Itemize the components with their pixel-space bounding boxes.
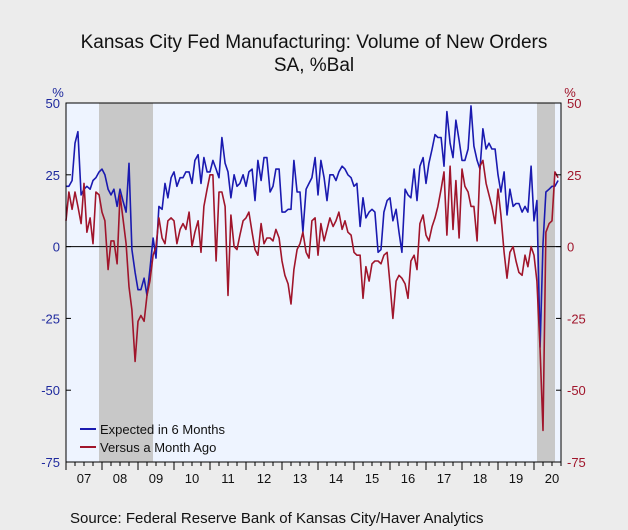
y-tick-label-right: -75	[567, 455, 586, 470]
series-lines	[65, 105, 559, 432]
x-tick-label: 15	[365, 471, 379, 486]
right-axis-unit-label: %	[564, 85, 576, 100]
x-tick-label: 12	[257, 471, 271, 486]
x-tick-label: 13	[293, 471, 307, 486]
x-tick-label: 17	[437, 471, 451, 486]
x-tick-label: 18	[473, 471, 487, 486]
y-tick-label-left: 25	[46, 168, 60, 183]
x-tick-label: 09	[149, 471, 163, 486]
x-tick-label: 10	[185, 471, 199, 486]
x-tick-label: 16	[401, 471, 415, 486]
y-tick-label-left: -75	[41, 455, 60, 470]
plot-frame	[65, 102, 562, 463]
y-tick-label-right: -50	[567, 383, 586, 398]
y-tick-label-right: -25	[567, 311, 586, 326]
legend-label: Versus a Month Ago	[100, 440, 216, 455]
x-tick-label: 08	[113, 471, 127, 486]
recession-band	[536, 103, 555, 462]
y-tick-label-left: 0	[53, 240, 60, 255]
recession-bands	[99, 103, 555, 462]
y-tick-label-right: 50	[567, 96, 581, 111]
x-tick-label: 20	[545, 471, 559, 486]
y-tick-label-right: 25	[567, 168, 581, 183]
x-tick-label: 19	[509, 471, 523, 486]
legend: Expected in 6 Months Versus a Month Ago	[80, 422, 226, 455]
source-note: Source: Federal Reserve Bank of Kansas C…	[70, 510, 484, 527]
series-line	[65, 159, 559, 432]
left-axis-unit-label: %	[52, 85, 64, 100]
axes: 50 50 25 25 0 0 -25 -25 -50 -50 -75 -75 07 08 09 10 11 12…	[41, 96, 586, 486]
y-tick-label-left: -50	[41, 383, 60, 398]
y-tick-label-left: -25	[41, 311, 60, 326]
y-tick-label-left: 50	[46, 96, 60, 111]
x-tick-label: 11	[221, 471, 235, 486]
chart-title-line-2: SA, %Bal	[273, 55, 355, 76]
chart-title-line-1: Kansas City Fed Manufacturing: Volume of…	[80, 32, 548, 53]
x-tick-label: 14	[329, 471, 343, 486]
recession-band	[99, 103, 154, 462]
y-tick-label-right: 0	[567, 240, 574, 255]
x-tick-label: 07	[77, 471, 91, 486]
legend-label: Expected in 6 Months	[100, 422, 226, 437]
